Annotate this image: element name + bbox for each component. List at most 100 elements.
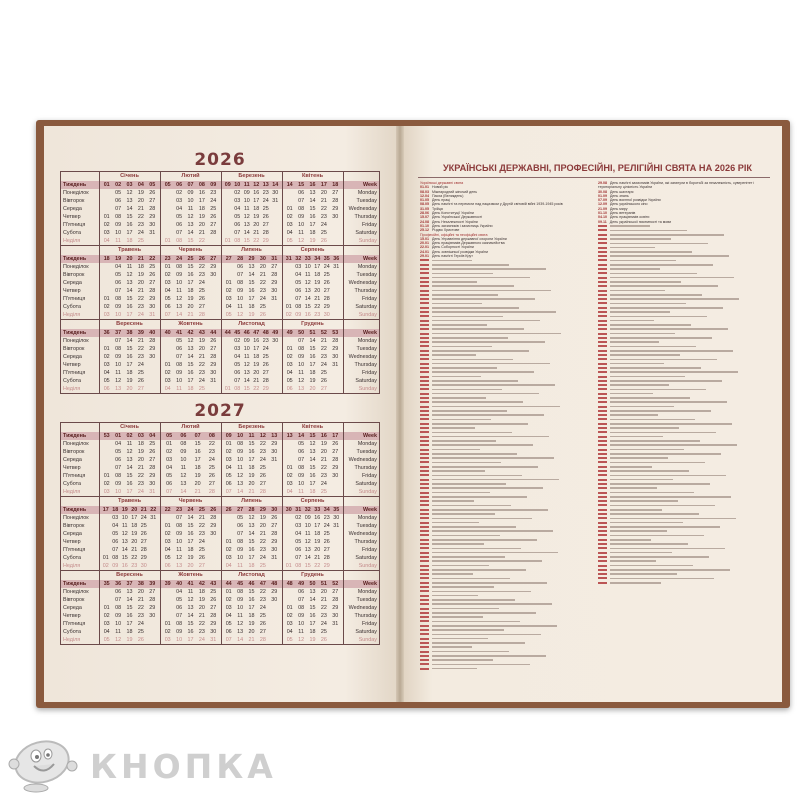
weekday-label: Вівторок <box>63 272 85 278</box>
day-cell: 12 <box>187 214 194 220</box>
day-cell: 14 <box>180 489 187 495</box>
day-cell: 09 <box>237 597 244 603</box>
day-cell: 10 <box>298 621 305 627</box>
day-cell: 14 <box>309 457 316 463</box>
day-cell: 24 <box>137 489 144 495</box>
text-mark <box>610 410 711 412</box>
week-number: 33 <box>304 256 311 262</box>
date-mark <box>420 336 429 339</box>
text-mark <box>610 422 732 425</box>
holiday-date: 04.10 <box>598 215 607 220</box>
date-mark <box>420 547 429 550</box>
day-cell: 03 <box>286 621 293 627</box>
divider <box>282 320 283 393</box>
day-cell: 19 <box>309 378 316 384</box>
day-cell: 17 <box>309 621 316 627</box>
day-cell: 17 <box>314 523 321 529</box>
day-cell: 15 <box>187 362 194 368</box>
day-cell: 08 <box>115 296 122 302</box>
weekday-label-en: Week <box>363 330 377 336</box>
day-cell: 17 <box>198 198 205 204</box>
day-cell: 20 <box>248 629 255 635</box>
text-mark <box>432 427 475 429</box>
week-number-row <box>61 329 379 337</box>
holiday-item-placeholder <box>598 469 763 473</box>
holiday-item-placeholder <box>598 344 763 348</box>
day-cell: 20 <box>320 449 327 455</box>
holiday-item: 25.12 Різдво Христове <box>420 228 585 232</box>
day-cell: 27 <box>149 457 156 463</box>
week-number: 11 <box>243 182 250 188</box>
text-mark <box>610 229 687 232</box>
day-cell: 30 <box>149 613 156 619</box>
day-cell: 23 <box>320 473 327 479</box>
day-cell: 01 <box>286 605 293 611</box>
weekday-label: Вівторок <box>63 523 85 529</box>
holiday-item-placeholder <box>598 546 763 550</box>
date-mark <box>420 650 429 653</box>
date-mark <box>598 448 607 451</box>
date-mark <box>598 409 607 412</box>
month-name: Лютий <box>181 173 200 179</box>
day-cell: 21 <box>198 515 205 521</box>
text-mark <box>432 624 557 627</box>
date-mark <box>420 641 429 644</box>
holiday-item-placeholder <box>420 340 585 344</box>
date-mark <box>598 581 607 584</box>
text-mark <box>432 663 530 666</box>
day-cell: 16 <box>194 449 201 455</box>
day-cell: 30 <box>272 338 279 344</box>
date-mark <box>420 439 429 442</box>
day-cell: 04 <box>234 206 241 212</box>
day-cell: 25 <box>259 563 266 569</box>
day-cell: 18 <box>126 238 133 244</box>
date-mark <box>598 358 607 361</box>
week-number: 01 <box>115 433 122 439</box>
day-cell: 14 <box>126 465 133 471</box>
text-mark <box>432 276 530 279</box>
day-cell: 14 <box>243 230 250 236</box>
holiday-date: 12.04 <box>420 193 429 198</box>
date-mark <box>420 508 429 511</box>
text-mark <box>432 281 477 283</box>
date-mark <box>598 354 607 357</box>
weekday-label-en: Sunday <box>358 563 377 569</box>
date-mark <box>598 534 607 537</box>
week-number: 09 <box>210 182 217 188</box>
text-mark <box>432 491 490 494</box>
holiday-name: День миру <box>610 206 628 211</box>
day-cell: 17 <box>126 621 133 627</box>
day-cell: 08 <box>298 465 305 471</box>
day-cell: 28 <box>323 555 330 561</box>
divider <box>160 172 161 245</box>
date-mark <box>598 323 607 326</box>
day-cell: 08 <box>295 304 302 310</box>
day-cell: 07 <box>115 338 122 344</box>
weekday-label: Неділя <box>63 563 81 569</box>
week-number: 15 <box>309 433 316 439</box>
day-cell: 02 <box>103 354 110 360</box>
holiday-name: День воєнної розвідки України <box>610 198 661 203</box>
holiday-item-placeholder <box>420 632 585 636</box>
date-mark <box>420 525 429 528</box>
day-cell: 25 <box>198 547 205 553</box>
text-mark <box>432 298 535 300</box>
day-cell: 28 <box>210 354 217 360</box>
holiday-item-placeholder <box>598 490 763 494</box>
date-mark <box>598 388 607 391</box>
holiday-item: 07.09 День воєнної розвідки України <box>598 198 763 202</box>
day-cell: 27 <box>210 605 217 611</box>
day-cell: 05 <box>164 555 171 561</box>
holiday-item-placeholder <box>598 495 763 499</box>
text-mark <box>432 461 501 464</box>
weekday-label-en: Friday <box>362 296 377 302</box>
text-mark <box>432 538 537 541</box>
day-cell: 15 <box>248 441 255 447</box>
text-mark <box>610 388 706 391</box>
week-number: 12 <box>259 433 266 439</box>
day-cell: 13 <box>304 547 311 553</box>
text-mark <box>432 294 498 296</box>
date-mark <box>420 427 429 430</box>
week-number: 40 <box>164 330 171 336</box>
day-cell: 31 <box>271 555 278 561</box>
